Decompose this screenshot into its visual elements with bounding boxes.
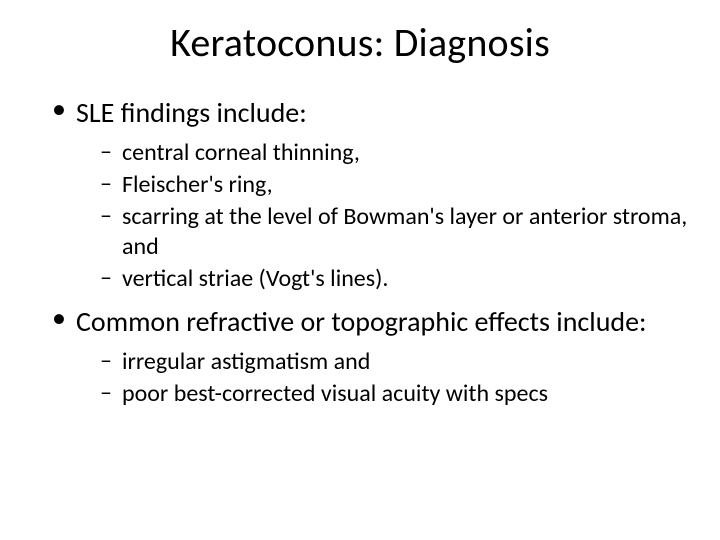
bullet-text: SLE findings include: xyxy=(76,95,307,130)
slide-content: SLE findings include: central corneal th… xyxy=(0,95,720,409)
list-item: Fleischer's ring, xyxy=(100,170,690,200)
sub-bullet-text: irregular astigmatism and xyxy=(122,347,370,376)
list-item: Common refractive or topographic effects… xyxy=(48,304,690,409)
list-item: central corneal thinning, xyxy=(100,138,690,168)
list-item: SLE findings include: central corneal th… xyxy=(48,95,690,294)
sub-bullet-text: scarring at the level of Bowman's layer … xyxy=(122,202,687,261)
sub-bullet-text: Fleischer's ring, xyxy=(122,170,273,199)
sub-bullet-text: vertical striae (Vogt's lines). xyxy=(122,264,388,293)
sub-bullet-text: central corneal thinning, xyxy=(122,138,360,167)
bullet-list-level2: central corneal thinning, Fleischer's ri… xyxy=(76,138,690,294)
sub-bullet-text: poor best-corrected visual acuity with s… xyxy=(122,379,548,408)
bullet-list-level1: SLE findings include: central corneal th… xyxy=(48,95,690,409)
slide: Keratoconus: Diagnosis SLE findings incl… xyxy=(0,0,720,540)
list-item: irregular astigmatism and xyxy=(100,347,690,377)
bullet-text: Common refractive or topographic effects… xyxy=(76,304,647,339)
list-item: scarring at the level of Bowman's layer … xyxy=(100,202,690,262)
list-item: poor best-corrected visual acuity with s… xyxy=(100,379,690,409)
bullet-list-level2: irregular astigmatism and poor best-corr… xyxy=(76,347,690,409)
slide-title: Keratoconus: Diagnosis xyxy=(0,18,720,67)
list-item: vertical striae (Vogt's lines). xyxy=(100,264,690,294)
